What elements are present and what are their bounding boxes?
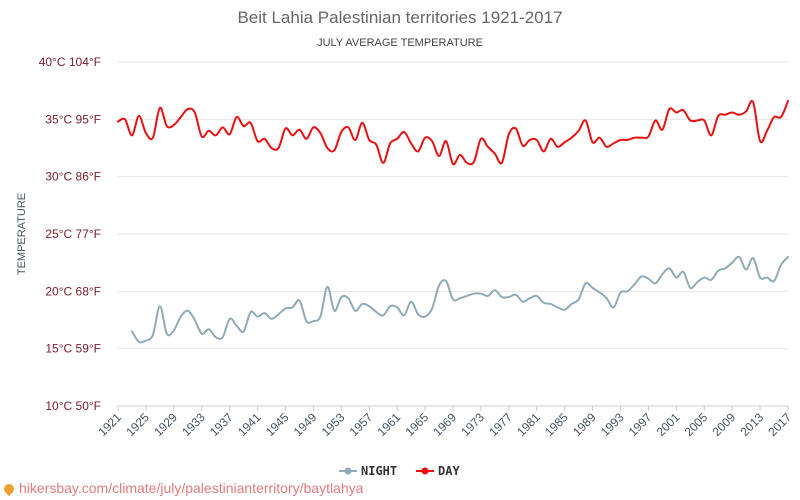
y-tick-label: 35°C 95°F — [45, 112, 101, 126]
series-line-night — [130, 255, 789, 344]
x-tick-label: 1997 — [626, 410, 655, 439]
x-axis-ticks: 1921 1925 1929 1933 1937 1941 1945 1949 1953 1957… — [95, 406, 794, 439]
x-tick-label: 1933 — [179, 410, 208, 439]
x-tick-label: 1925 — [123, 410, 152, 439]
x-tick-label: 1929 — [151, 410, 180, 439]
legend-item-night[interactable]: NIGHT — [339, 464, 397, 478]
source-link[interactable]: hikersbay.com/climate/july/palestiniante… — [1, 480, 364, 497]
x-tick-label: 1937 — [207, 410, 236, 439]
y-tick-label: 10°C 50°F — [45, 399, 101, 413]
x-tick-label: 1981 — [514, 410, 543, 439]
legend-night-label: NIGHT — [361, 464, 397, 478]
x-tick-label: 1957 — [347, 410, 376, 439]
y-tick-label: 20°C 68°F — [45, 284, 101, 298]
y-tick-label: 15°C 59°F — [45, 342, 101, 356]
source-url: hikersbay.com/climate/july/palestiniante… — [19, 480, 364, 496]
y-tick-label: 30°C 86°F — [45, 170, 101, 184]
x-tick-label: 1989 — [570, 410, 599, 439]
legend-item-day[interactable]: DAY — [416, 464, 460, 478]
legend-day-label: DAY — [438, 464, 460, 478]
chart-subtitle: JULY AVERAGE TEMPERATURE — [317, 37, 483, 49]
x-tick-label: 1921 — [95, 410, 124, 439]
x-tick-label: 1985 — [542, 410, 571, 439]
y-axis-label: TEMPERATURE — [16, 193, 28, 275]
legend-night-marker — [344, 467, 352, 475]
x-tick-label: 1965 — [402, 410, 431, 439]
x-tick-label: 1977 — [486, 410, 515, 439]
series-lines — [117, 99, 789, 344]
x-tick-label: 1941 — [235, 410, 264, 439]
x-tick-label: 1945 — [263, 410, 292, 439]
gridlines — [118, 61, 788, 407]
chart-title: Beit Lahia Palestinian territories 1921-… — [237, 8, 562, 27]
y-axis-ticks: 10°C 50°F 15°C 59°F 20°C 68°F 25°C 77°F 30°C… — [39, 55, 101, 413]
x-tick-label: 2005 — [682, 410, 711, 439]
location-pin-icon — [1, 481, 17, 497]
x-tick-label: 2001 — [654, 410, 683, 439]
x-tick-label: 1953 — [319, 410, 348, 439]
x-tick-label: 2009 — [710, 410, 739, 439]
x-tick-label: 1969 — [430, 410, 459, 439]
x-tick-label: 1993 — [598, 410, 627, 439]
y-tick-label: 25°C 77°F — [45, 227, 101, 241]
x-tick-label: 1961 — [375, 410, 404, 439]
series-line-day — [117, 99, 789, 166]
x-tick-label: 2017 — [765, 410, 794, 439]
legend[interactable]: NIGHT DAY — [339, 464, 460, 478]
legend-day-marker — [421, 467, 429, 475]
x-tick-label: 2013 — [737, 410, 766, 439]
x-tick-label: 1973 — [458, 410, 487, 439]
y-tick-label: 40°C 104°F — [39, 55, 101, 69]
x-tick-label: 1949 — [291, 410, 320, 439]
